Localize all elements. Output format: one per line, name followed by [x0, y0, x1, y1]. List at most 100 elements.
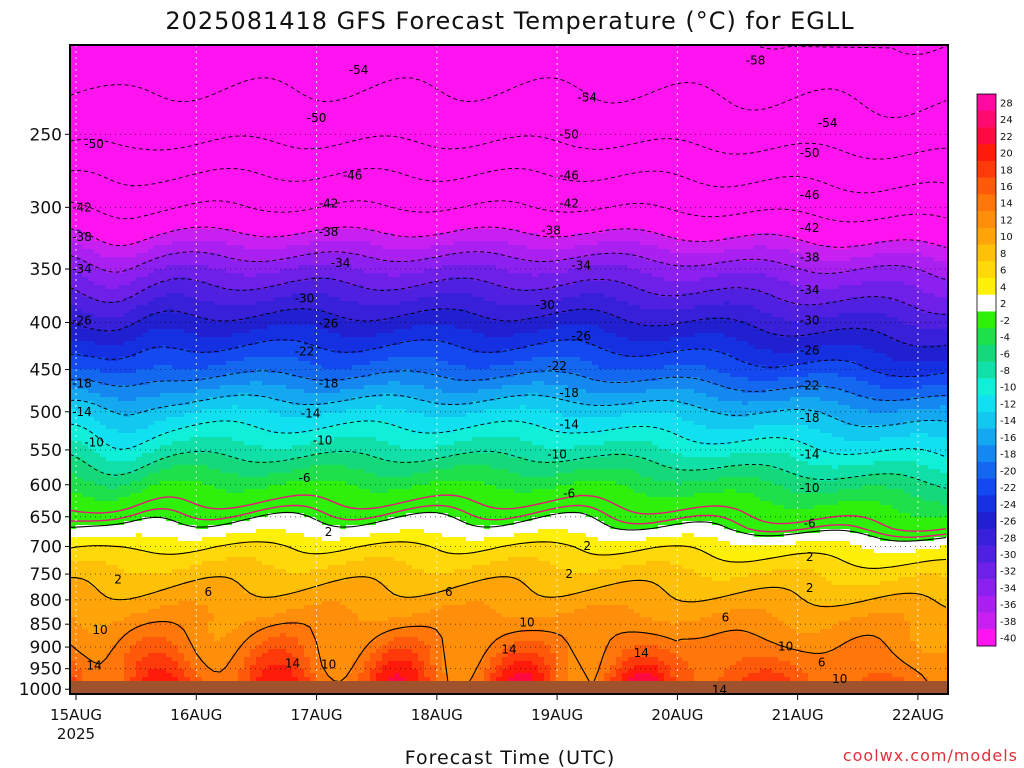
x-tick-label: 19AUG — [531, 706, 583, 724]
colorbar-swatch — [977, 261, 996, 278]
colorbar: 2824222018161412108642-2-4-6-8-10-12-14-… — [977, 94, 1016, 646]
colorbar-swatch — [977, 94, 996, 111]
contour-label: -18 — [319, 377, 339, 391]
contour-label: -26 — [72, 313, 92, 327]
colorbar-swatch — [977, 295, 996, 312]
colorbar-label: 18 — [1000, 165, 1013, 176]
credit-label: coolwx.com/models — [843, 746, 1018, 765]
contour-label: -38 — [800, 250, 820, 264]
contour-label: -14 — [72, 405, 92, 419]
colorbar-label: -34 — [1000, 583, 1016, 594]
colorbar-label: 28 — [1000, 98, 1013, 109]
colorbar-label: -14 — [1000, 416, 1016, 427]
contour-label: -6 — [299, 471, 311, 485]
y-tick-label: 400 — [30, 313, 62, 333]
colorbar-swatch — [977, 311, 996, 328]
y-tick-label: 300 — [30, 198, 62, 218]
y-tick-label: 550 — [30, 441, 62, 461]
colorbar-swatch — [977, 495, 996, 512]
colorbar-label: -20 — [1000, 466, 1016, 477]
contour-label: -14 — [301, 406, 321, 420]
colorbar-swatch — [977, 462, 996, 479]
contour-label: -42 — [72, 200, 92, 214]
contour-label: -34 — [331, 256, 351, 270]
contour-label: -34 — [800, 283, 820, 297]
y-tick-label: 750 — [30, 565, 62, 585]
contour-label: 14 — [86, 658, 101, 672]
y-tick-label: 850 — [30, 615, 62, 635]
colorbar-label: -6 — [1000, 349, 1010, 360]
colorbar-label: -36 — [1000, 600, 1016, 611]
contour-label: -6 — [563, 486, 575, 500]
contour-label: -34 — [72, 262, 92, 276]
contour-label: -42 — [319, 196, 339, 210]
colorbar-label: -22 — [1000, 483, 1016, 494]
colorbar-swatch — [977, 278, 996, 295]
contour-label: 2 — [583, 539, 591, 553]
contour-label: -50 — [307, 111, 327, 125]
colorbar-swatch — [977, 512, 996, 529]
contour-label: -22 — [547, 359, 567, 373]
contour-label: -10 — [547, 447, 567, 461]
colorbar-swatch — [977, 161, 996, 178]
contour-label: -46 — [343, 168, 363, 182]
y-tick-label: 250 — [30, 125, 62, 145]
colorbar-swatch — [977, 596, 996, 613]
y-tick-label: 600 — [30, 476, 62, 496]
contour-label: -30 — [800, 313, 820, 327]
x-tick-label: 20AUG — [651, 706, 703, 724]
y-axis: 2503003504004505005506006507007508008509… — [19, 125, 70, 700]
colorbar-label: -10 — [1000, 383, 1016, 394]
contour-label: -14 — [800, 447, 820, 461]
colorbar-label: -4 — [1000, 333, 1010, 344]
contour-label: 10 — [321, 657, 336, 671]
colorbar-swatch — [977, 546, 996, 563]
plot-area: -54-54-54-58-50-50-50-50-46 -46-46-42 -42-… — [70, 45, 953, 698]
y-tick-label: 650 — [30, 508, 62, 528]
x-tick-year-label: 2025 — [57, 725, 95, 743]
contour-label: 6 — [722, 611, 730, 625]
colorbar-label: -40 — [1000, 634, 1016, 645]
contour-label: -30 — [535, 298, 555, 312]
colorbar-label: -2 — [1000, 316, 1010, 327]
contour-label: -58 — [746, 54, 766, 68]
contour-label: 10 — [519, 615, 534, 629]
contour-label: -26 — [319, 316, 339, 330]
contour-label: 6 — [445, 585, 453, 599]
y-tick-label: 500 — [30, 403, 62, 423]
colorbar-label: -26 — [1000, 517, 1016, 528]
contour-label: -18 — [559, 386, 579, 400]
colorbar-label: -18 — [1000, 450, 1016, 461]
contour-label: -30 — [295, 292, 315, 306]
colorbar-swatch — [977, 228, 996, 245]
colorbar-swatch — [977, 111, 996, 128]
contour-label: -42 — [559, 196, 579, 210]
contour-label: -26 — [571, 329, 591, 343]
contour-label: 2 — [325, 525, 333, 539]
contour-label: -38 — [319, 225, 339, 239]
contour-label: 2 — [806, 550, 814, 564]
colorbar-label: -16 — [1000, 433, 1016, 444]
contour-label: 2 — [565, 567, 573, 581]
contour-label: 10 — [92, 623, 107, 637]
colorbar-label: 2 — [1000, 299, 1006, 310]
colorbar-label: -8 — [1000, 366, 1010, 377]
contour-label: -54 — [349, 63, 369, 77]
x-tick-label: 18AUG — [411, 706, 463, 724]
y-tick-label: 800 — [30, 591, 62, 611]
colorbar-label: 6 — [1000, 266, 1006, 277]
contour-label: 6 — [204, 585, 212, 599]
colorbar-label: 24 — [1000, 115, 1013, 126]
chart-title: 2025081418 GFS Forecast Temperature (°C)… — [165, 7, 854, 35]
colorbar-swatch — [977, 529, 996, 546]
contour-label: -38 — [541, 224, 561, 238]
contour-label: 6 — [818, 655, 826, 669]
contour-label: 2 — [806, 581, 814, 595]
contour-label: 14 — [501, 642, 516, 656]
x-tick-label: 17AUG — [291, 706, 343, 724]
colorbar-label: 20 — [1000, 149, 1013, 160]
contour-label: -54 — [577, 90, 597, 104]
contour-label: -50 — [84, 137, 104, 151]
